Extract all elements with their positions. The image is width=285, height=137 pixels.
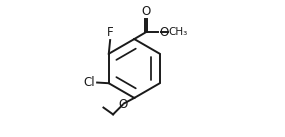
Text: F: F	[107, 26, 113, 39]
Text: O: O	[118, 98, 127, 111]
Text: O: O	[159, 26, 168, 39]
Text: Cl: Cl	[84, 76, 95, 89]
Text: CH₃: CH₃	[168, 27, 188, 37]
Text: O: O	[141, 5, 150, 18]
